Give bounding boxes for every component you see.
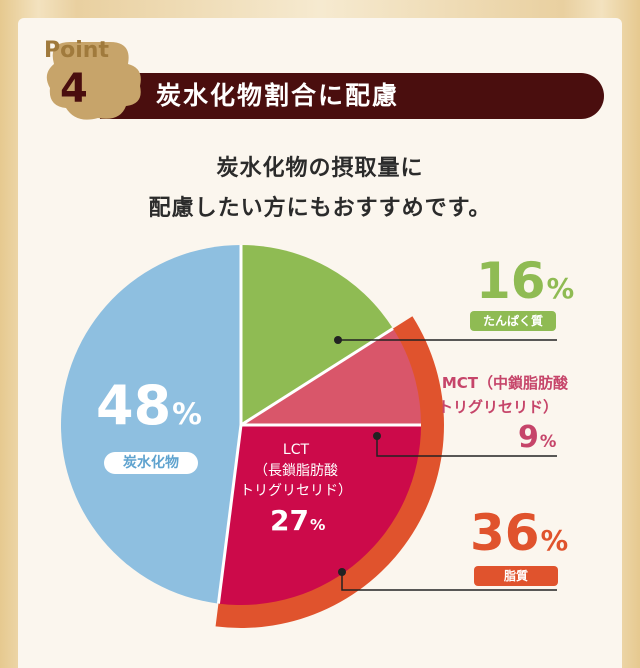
protein-percent: 16% [476, 252, 574, 310]
protein-unit: % [546, 273, 575, 305]
fat-name-pill: 脂質 [474, 566, 558, 586]
lct-label-line-2: （長鎖脂肪酸 [254, 463, 338, 479]
slice-protein [241, 245, 393, 425]
mct-value: 9 [518, 420, 539, 455]
mct-unit: % [539, 432, 557, 451]
protein-name-pill: たんぱく質 [470, 311, 556, 331]
mct-label-line-2: トリグリセリド） [437, 398, 558, 416]
leader-dot-fat [338, 568, 346, 576]
leader-dot-protein [334, 336, 342, 344]
point-label: Point [44, 38, 109, 63]
slice-separators [216, 245, 421, 604]
protein-value: 16 [476, 252, 546, 310]
carb-percent: 48% [96, 374, 202, 437]
lct-unit: % [309, 516, 326, 534]
subtitle-line-1: 炭水化物の摂取量に [216, 156, 424, 181]
lct-percent: 27% [270, 504, 325, 537]
header-bar [100, 73, 604, 119]
lct-label-line-3: トリグリセリド） [240, 483, 352, 499]
slice-mct [241, 328, 421, 425]
leader-mct [376, 436, 557, 457]
point-badge [46, 42, 141, 120]
leader-fat [341, 572, 557, 591]
mct-percent: 9% [518, 420, 556, 455]
slice-separator-line [240, 327, 394, 427]
point-number: 4 [60, 66, 88, 112]
fat-unit: % [540, 525, 569, 557]
fat-percent: 36% [470, 504, 568, 562]
carb-unit: % [172, 397, 202, 432]
leader-dot-mct [373, 432, 381, 440]
carb-name-pill: 炭水化物 [104, 452, 198, 474]
subtitle-line-2: 配慮したい方にもおすすめです。 [148, 196, 492, 221]
lct-value: 27 [270, 504, 309, 537]
carb-value: 48 [96, 374, 172, 437]
header-title: 炭水化物割合に配慮 [156, 81, 400, 110]
slice-lct [218, 425, 421, 605]
lct-label-line-1: LCT [282, 442, 310, 458]
slice-separator-line [216, 424, 243, 604]
fat-value: 36 [470, 504, 540, 562]
mct-label-line-1: MCT（中鎖脂肪酸 [441, 374, 568, 392]
slice-carb [61, 245, 241, 604]
